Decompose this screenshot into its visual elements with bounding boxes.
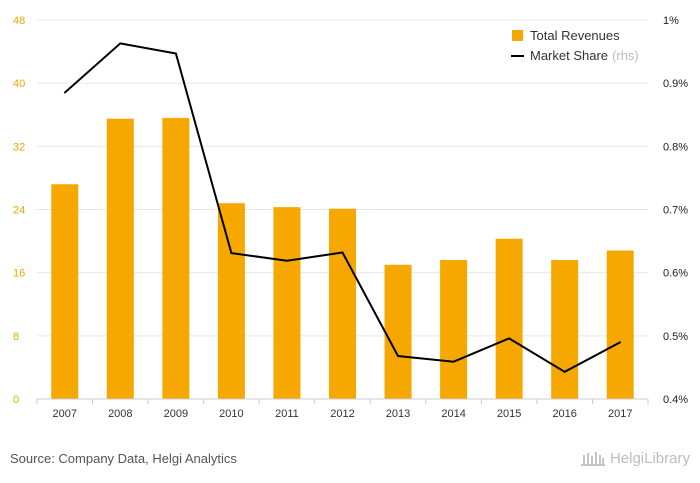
x-tick-label: 2012 [330,408,354,420]
market-share-point [286,259,288,262]
x-tick-label: 2007 [53,408,77,420]
market-share-point [508,337,510,340]
market-share-point [452,360,455,363]
market-share-point [341,251,344,254]
y-tick-right: 0.5% [663,331,688,343]
y-tick-left: 48 [13,15,25,27]
legend-swatch-total-revenues [512,30,523,41]
y-tick-right: 0.8% [663,141,688,153]
y-tick-right: 0.4% [663,394,688,406]
chart: 0 0.4% 8 0.5% 16 0.6% 24 0.7% 32 0.8% 40 0.9% 48 1% 20… [13,15,688,420]
bar [551,260,579,399]
market-share-point [63,91,66,94]
bar [440,260,468,399]
x-tick-label: 2011 [275,408,299,420]
legend-label-total-revenues: Total Revenues [530,28,620,43]
market-share-point [119,42,122,45]
legend-label-market-share-note: (rhs) [612,48,639,63]
revenue-bars [51,117,634,400]
legend-label-market-share: Market Share (rhs) [530,48,639,63]
x-tick-label: 2016 [552,408,576,420]
x-tick-label: 2014 [441,408,465,420]
market-share-point [563,371,566,373]
y-tick-left: 24 [13,205,25,217]
bar [329,208,356,399]
bar [495,238,523,399]
y-tick-right: 0.7% [663,205,688,217]
y-tick-right: 0.6% [663,268,688,280]
bar [51,184,79,399]
bar [162,117,190,400]
market-share-point [619,341,622,343]
x-tick-label: 2017 [608,408,632,420]
y-tick-left: 32 [13,141,25,153]
bar [384,264,412,399]
legend-label-market-share-name: Market Share [530,48,608,63]
x-tick-label: 2015 [497,408,521,420]
market-share-point [175,52,177,55]
bar [273,207,301,399]
x-tick-label: 2009 [164,408,188,420]
x-tick-label: 2008 [108,408,132,420]
bar [106,118,134,400]
helgi-library-logo: HelgiLibrary [580,449,690,467]
bar [606,250,634,399]
x-tick-label: 2013 [386,408,410,420]
y-tick-left: 16 [13,268,25,280]
source-note: Source: Company Data, Helgi Analytics [10,451,237,466]
bar [217,203,245,399]
market-share-point [230,252,233,254]
axes: 0 0.4% 8 0.5% 16 0.6% 24 0.7% 32 0.8% 40 0.9% 48 1% 20… [13,15,688,420]
market-share-line [63,42,622,373]
y-tick-right: 0.9% [663,78,688,90]
x-tick-label: 2010 [219,408,243,420]
logo-text: HelgiLibrary [609,449,690,467]
market-share-point [397,355,399,357]
y-tick-left: 8 [13,331,19,343]
library-building-icon [580,452,605,466]
y-tick-left: 0 [13,394,19,406]
y-tick-left: 40 [13,78,25,90]
legend: Total Revenues Market Share (rhs) [511,28,639,63]
y-tick-right: 1% [663,15,679,27]
